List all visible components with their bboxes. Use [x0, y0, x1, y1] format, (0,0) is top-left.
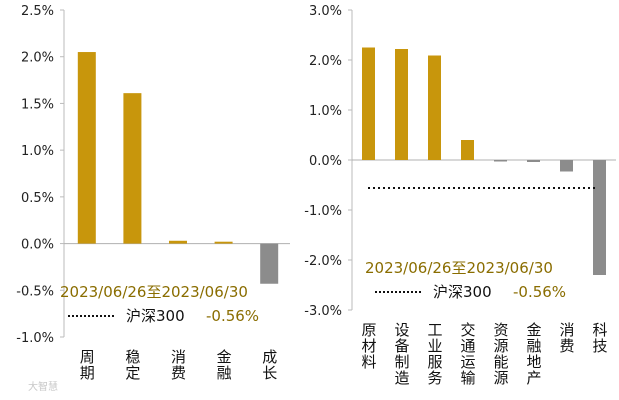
category-label: 原材料 [362, 321, 377, 371]
y-tick-label: 0.0% [309, 154, 342, 169]
bar-金融地产 [527, 160, 540, 162]
category-label: 周期 [80, 348, 95, 382]
category-label: 金融地产 [527, 321, 542, 387]
category-label: 工业服务 [428, 321, 443, 387]
benchmark-value: -0.56% [206, 307, 259, 325]
y-tick-label: 0.5% [21, 191, 54, 206]
y-tick-label: -1.0% [304, 204, 342, 219]
bar-成长 [260, 243, 279, 284]
bar-消费 [560, 160, 573, 172]
y-tick-label: -2.0% [304, 254, 342, 269]
bar-周期 [77, 52, 96, 244]
bar-金融 [214, 241, 233, 244]
date-range-label: 2023/06/26至2023/06/30 [60, 283, 248, 301]
y-tick-label: 2.5% [21, 4, 54, 19]
y-tick-label: -0.5% [16, 284, 54, 299]
bar-交通运输 [461, 140, 474, 160]
y-tick-label: -3.0% [304, 304, 342, 319]
benchmark-label: 沪深300 [126, 307, 185, 325]
chart-right-sector-performance: 3.0% 2.0% 1.0% 0.0% -1.0% -2.0% -3.0% 原材料 设备制造 工业… [304, 4, 616, 387]
category-label: 消费 [171, 348, 186, 382]
benchmark-label: 沪深300 [433, 283, 492, 301]
y-tick-label: 1.5% [21, 97, 54, 112]
bar-科技 [593, 160, 606, 275]
bar-原材料 [362, 47, 375, 160]
category-label: 资源能源 [494, 321, 509, 387]
y-tick-label: 1.0% [21, 144, 54, 159]
category-label: 设备制造 [395, 321, 410, 387]
category-label: 科技 [593, 321, 608, 355]
date-range-label: 2023/06/26至2023/06/30 [365, 259, 553, 277]
bar-工业服务 [428, 55, 441, 160]
y-tick-label: 1.0% [309, 104, 342, 119]
category-label: 交通运输 [461, 321, 476, 387]
category-label: 成长 [262, 348, 277, 382]
bar-设备制造 [395, 49, 408, 160]
y-tick-label: -1.0% [16, 331, 54, 346]
y-tick-label: 0.0% [21, 238, 54, 253]
category-label: 稳定 [125, 348, 140, 382]
benchmark-value: -0.56% [513, 283, 566, 301]
y-tick-label: 2.0% [21, 51, 54, 66]
category-label: 金融 [217, 348, 232, 382]
y-tick-label: 2.0% [309, 54, 342, 69]
bar-消费 [169, 240, 187, 244]
chart-left-style-performance: 2.5% 2.0% 1.5% 1.0% 0.5% 0.0% -0.5% -1.0% 周期稳定消费… [16, 4, 290, 382]
category-label: 消费 [560, 321, 575, 355]
watermark-text: 大智慧 [28, 380, 58, 393]
bar-稳定 [123, 93, 142, 244]
bar-资源能源 [494, 160, 507, 162]
y-tick-label: 3.0% [309, 4, 342, 19]
